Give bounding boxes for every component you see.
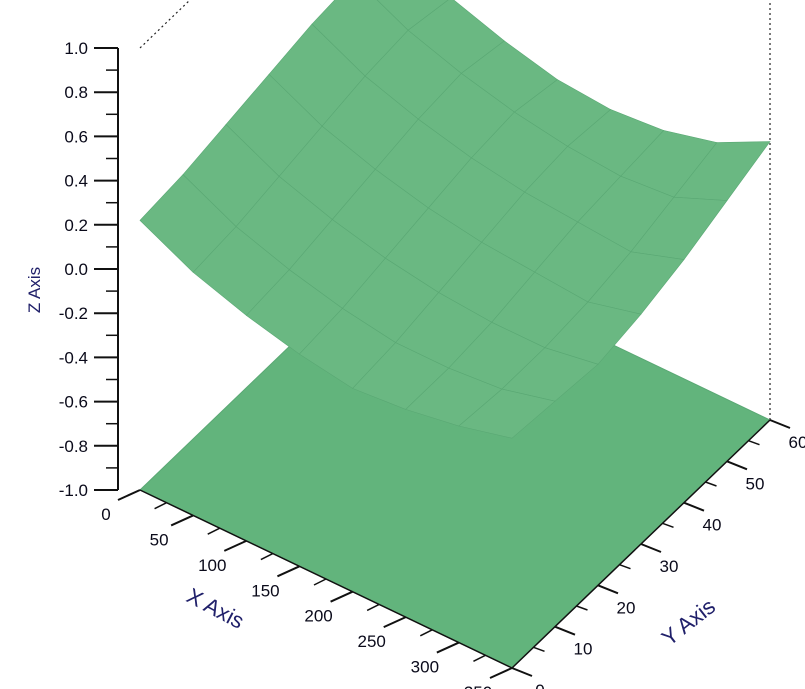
y-tick-mark — [554, 625, 576, 636]
surface-patch — [458, 388, 556, 439]
y-tick-mark — [597, 584, 619, 595]
x-tick-label: 50 — [150, 530, 169, 549]
x-minor-tick — [207, 527, 221, 535]
x-tick-label: 350 — [464, 683, 492, 689]
z-tick-label: 0.8 — [64, 83, 88, 102]
x-minor-tick — [260, 552, 274, 561]
y-minor-tick — [619, 563, 631, 570]
z-tick-label: -0.6 — [59, 393, 88, 412]
y-tick-mark — [683, 501, 705, 512]
z-axis-title: Z Axis — [25, 267, 44, 313]
x-tick-label: 100 — [198, 556, 226, 575]
x-minor-tick — [154, 502, 167, 510]
z-axis: 1.0 0.8 0.6 0.4 0.2 0.0 -0.2 -0.4 -0.6 -0.8 -1.0 — [59, 39, 119, 500]
y-tick-label: 0 — [535, 681, 544, 689]
y-minor-tick — [705, 481, 717, 487]
z-tick-label: 0.0 — [64, 260, 88, 279]
y-minor-tick — [662, 522, 674, 529]
y-tick-label: 50 — [746, 474, 765, 493]
y-tick-label: 20 — [617, 598, 636, 617]
x-tick-mark — [330, 590, 353, 603]
x-tick-mark — [277, 565, 300, 578]
x-minor-tick — [313, 578, 327, 586]
x-tick-mark — [436, 641, 460, 654]
y-axis-title: Y Axis — [657, 594, 720, 651]
z-tick-label: 0.4 — [64, 172, 88, 191]
x-axis-title: X Axis — [183, 583, 249, 634]
x-minor-tick — [366, 603, 380, 612]
x-tick-label: 300 — [411, 658, 439, 677]
z-tick-label: 1.0 — [64, 39, 88, 58]
y-tick-label: 40 — [703, 516, 722, 535]
y-minor-tick — [576, 605, 588, 611]
x-tick-mark — [117, 489, 141, 501]
y-axis: 0 10 20 30 40 50 60 — [511, 419, 805, 689]
y-tick-mark — [511, 667, 533, 677]
z-tick-label: 0.2 — [64, 216, 88, 235]
y-minor-tick — [533, 646, 545, 653]
x-minor-tick — [419, 629, 433, 637]
x-tick-mark — [223, 539, 247, 552]
x-tick-label: 150 — [251, 581, 279, 600]
x-tick-label: 0 — [101, 505, 110, 524]
y-tick-label: 30 — [660, 557, 679, 576]
z-tick-label: -0.2 — [59, 304, 88, 323]
x-tick-label: 200 — [304, 607, 332, 626]
z-tick-label: -0.4 — [59, 348, 88, 367]
x-tick-mark — [170, 514, 194, 527]
x-tick-label: 250 — [358, 632, 386, 651]
y-tick-mark — [640, 543, 662, 553]
x-tick-mark — [489, 667, 513, 679]
y-tick-mark — [726, 460, 748, 471]
surface-plot — [139, 0, 771, 439]
x-tick-mark — [383, 616, 407, 629]
y-tick-label: 60 — [789, 433, 805, 452]
z-tick-label: -0.8 — [59, 437, 88, 456]
y-tick-mark — [769, 419, 791, 429]
z-tick-label: 0.6 — [64, 127, 88, 146]
x-minor-tick — [473, 654, 486, 662]
z-tick-label: -1.0 — [59, 481, 88, 500]
y-tick-label: 10 — [574, 640, 593, 659]
y-minor-tick — [748, 439, 760, 446]
x-axis: 0 50 100 150 200 250 300 350 — [101, 489, 513, 689]
